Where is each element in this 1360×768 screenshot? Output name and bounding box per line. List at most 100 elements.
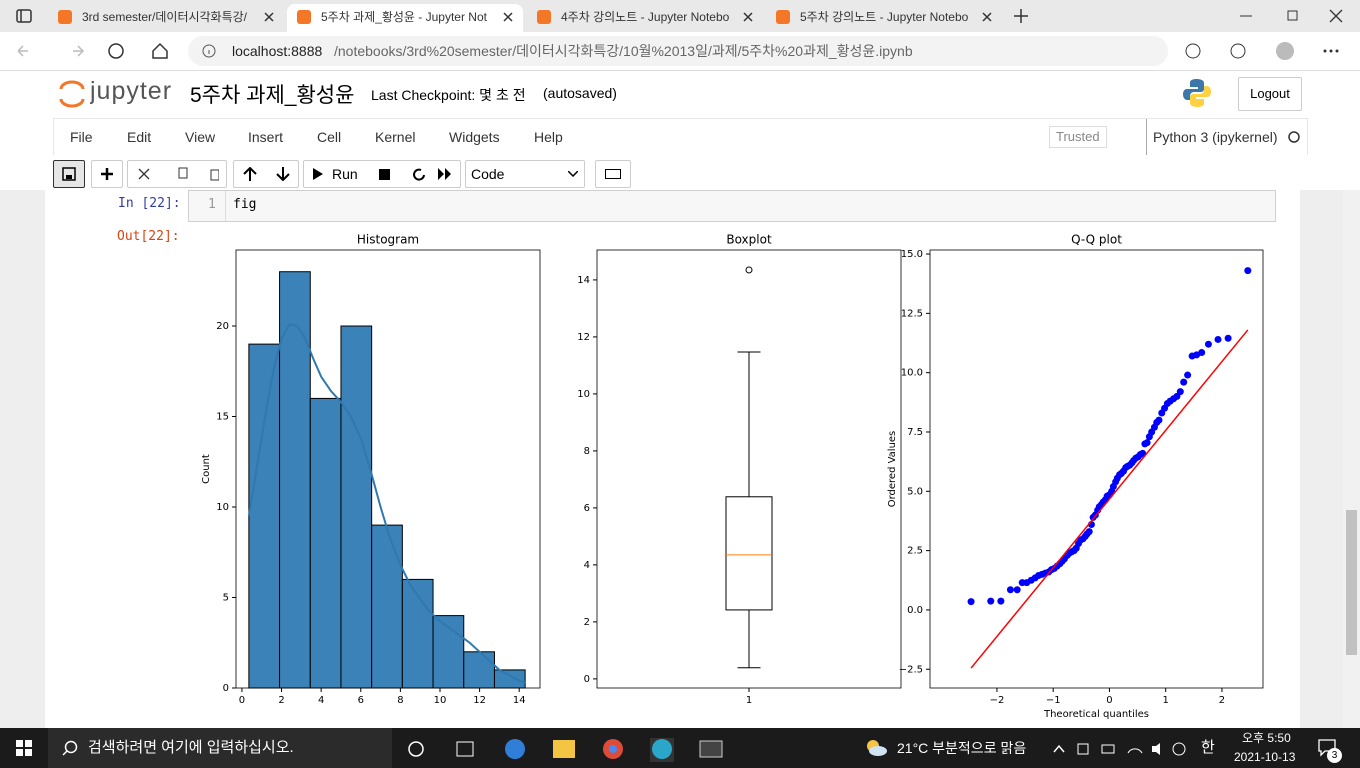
address-bar: localhost:8888 /notebooks/3rd%20semester… [0, 32, 1360, 71]
x-tick-label: 1 [1163, 695, 1169, 706]
point [1214, 335, 1222, 343]
histogram-bar [463, 651, 495, 689]
clock-date[interactable]: 2021-10-13 [1234, 750, 1296, 764]
tab[interactable]: 4주차 강의노트 - Jupyter Notebo [527, 4, 763, 32]
weather-icon [867, 740, 887, 756]
ime-indicator[interactable]: 한 [1201, 739, 1215, 756]
search-placeholder: 검색하려면 여기에 입력하십시오. [88, 739, 294, 756]
menu-bar: File Edit View Insert Cell Kernel Widget… [53, 118, 1308, 156]
menu-item[interactable]: File [70, 129, 93, 145]
cell-type: Code [471, 166, 505, 182]
insert-button[interactable] [91, 160, 123, 188]
code-cell[interactable]: 1 fig [188, 190, 1276, 222]
autosaved: (autosaved) [543, 85, 617, 101]
window-controls[interactable] [1240, 8, 1350, 24]
y-axis-label: Count [201, 454, 212, 484]
x-tick-label: 14 [513, 695, 526, 706]
jupyter-logo[interactable]: jupyter [90, 77, 173, 105]
menu-item[interactable]: View [185, 129, 216, 145]
in-prompt: In [22]: [118, 196, 181, 211]
x-tick-label: 2 [1219, 695, 1225, 706]
y-tick-label: 10.0 [901, 368, 923, 379]
point [1198, 349, 1206, 357]
menu-item[interactable]: Kernel [375, 129, 416, 145]
taskbar: 검색하려면 여기에 입력하십시오. 21°C 부분적으로 맑음 한 오후 5:5… [0, 728, 1360, 768]
histogram-bar [371, 524, 403, 689]
start-button[interactable] [16, 740, 32, 756]
python-logo [1183, 79, 1211, 107]
x-tick-label: 12 [473, 695, 486, 706]
menu-item[interactable]: Cell [317, 129, 342, 145]
point [1176, 388, 1184, 396]
y-tick-label: 8 [584, 446, 590, 457]
taskbar-apps[interactable] [405, 736, 725, 762]
notification-count[interactable]: 3 [1327, 748, 1342, 763]
trusted-indicator[interactable]: Trusted [1049, 126, 1107, 148]
point [1013, 586, 1021, 594]
nav-buttons[interactable] [18, 42, 178, 60]
move-buttons[interactable] [233, 160, 299, 188]
point [1244, 267, 1252, 275]
x-tick-label: 8 [397, 695, 403, 706]
x-tick-label: −2 [990, 695, 1005, 706]
point [1184, 371, 1192, 379]
out-prompt: Out[22]: [117, 229, 180, 244]
point [1139, 449, 1147, 457]
axes-frame [929, 249, 1264, 689]
chart-title: Histogram [357, 233, 419, 247]
tab[interactable]: 3rd semester/데이터시각화특강/ [48, 4, 284, 32]
y-tick-label: 2 [584, 617, 590, 628]
url-path: /notebooks/3rd%20semester/데이터시각화특강/10월%2… [334, 43, 913, 59]
y-tick-label: 12 [577, 332, 590, 343]
point [1143, 439, 1151, 447]
scrollbar[interactable] [1343, 190, 1360, 728]
x-tick-label: 4 [318, 695, 324, 706]
url-field[interactable]: localhost:8888 /notebooks/3rd%20semester… [188, 36, 1168, 66]
notebook-title[interactable]: 5주차 과제_황성윤 [190, 84, 355, 107]
keyboard-button[interactable] [595, 160, 631, 188]
y-tick-label: 12.5 [901, 308, 923, 319]
menu-item[interactable]: Insert [248, 129, 284, 145]
y-tick-label: 15 [216, 412, 229, 423]
tab-active[interactable]: 5주차 과제_황성윤 - Jupyter Not [287, 4, 523, 32]
x-tick-label: −1 [1046, 695, 1061, 706]
y-tick-label: −2.5 [899, 664, 923, 675]
menu-item[interactable]: Help [534, 129, 563, 145]
tray-icons[interactable] [1052, 741, 1192, 757]
save-button[interactable] [53, 160, 85, 188]
edit-buttons[interactable] [127, 160, 227, 188]
cell-type-select[interactable]: Code [465, 160, 585, 188]
x-tick-label: 0 [239, 695, 245, 706]
clock-time[interactable]: 오후 5:50 [1242, 731, 1291, 745]
tab-bar: 3rd semester/데이터시각화특강/ 5주차 과제_황성윤 - Jupy… [0, 0, 1360, 32]
chart-title: Boxplot [726, 233, 772, 247]
point [967, 598, 975, 606]
y-tick-label: 5 [223, 593, 229, 604]
y-tick-label: 7.5 [907, 427, 923, 438]
x-tick-label: 1 [746, 695, 752, 706]
tab-title: 5주차 과제_황성윤 - Jupyter Not [321, 10, 487, 24]
y-tick-label: 0 [223, 683, 229, 694]
menu-item[interactable]: Widgets [449, 129, 500, 145]
point [1155, 416, 1163, 424]
weather: 21°C 부분적으로 맑음 [897, 740, 1027, 756]
y-tick-label: 10 [216, 502, 229, 513]
browser-actions[interactable] [1185, 42, 1345, 60]
histogram-bar [248, 343, 281, 689]
code: fig [233, 197, 257, 212]
menu-item[interactable]: Edit [127, 129, 152, 145]
tab[interactable]: 5주차 강의노트 - Jupyter Notebo [766, 4, 1002, 32]
x-tick-label: 6 [358, 695, 364, 706]
search-box[interactable]: 검색하려면 여기에 입력하십시오. [48, 728, 392, 768]
run-label: Run [332, 166, 358, 182]
run-buttons[interactable]: Run [303, 160, 461, 188]
notification-icon[interactable] [1318, 739, 1338, 757]
fit-line [970, 329, 1249, 669]
y-tick-label: 14 [577, 275, 590, 286]
logout-button[interactable]: Logout [1238, 77, 1302, 111]
new-tab[interactable] [1014, 9, 1028, 23]
tab-title: 3rd semester/데이터시각화특강/ [82, 10, 248, 24]
tab-actions[interactable] [16, 9, 32, 23]
kde-line [247, 323, 526, 684]
